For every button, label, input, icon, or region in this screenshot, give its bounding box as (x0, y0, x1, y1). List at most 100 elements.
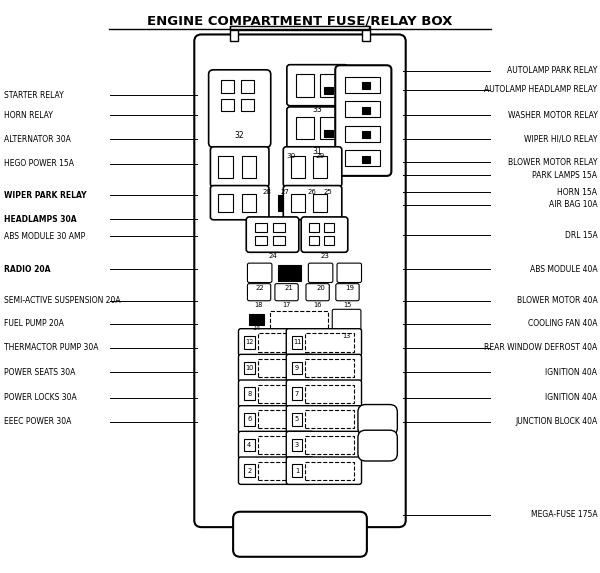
FancyBboxPatch shape (247, 263, 272, 282)
Bar (218, 156, 233, 178)
Bar (292, 413, 302, 426)
Text: 3: 3 (295, 442, 299, 448)
Bar (309, 223, 319, 232)
Bar (244, 413, 254, 426)
FancyBboxPatch shape (238, 329, 314, 356)
Bar (291, 194, 305, 213)
Bar (257, 436, 307, 454)
Bar (362, 26, 370, 41)
Bar (242, 194, 256, 213)
FancyBboxPatch shape (283, 147, 342, 187)
FancyBboxPatch shape (275, 284, 298, 301)
Bar (305, 359, 355, 377)
Bar (255, 236, 267, 245)
Bar (278, 265, 301, 281)
Bar (313, 194, 327, 213)
FancyBboxPatch shape (335, 65, 391, 176)
FancyBboxPatch shape (247, 284, 271, 301)
Text: JUNCTION BLOCK 40A: JUNCTION BLOCK 40A (515, 417, 598, 426)
Bar (325, 129, 333, 136)
Bar (218, 194, 233, 213)
Text: 28: 28 (263, 190, 272, 195)
FancyBboxPatch shape (286, 329, 362, 356)
Text: 17: 17 (282, 303, 290, 308)
Bar (292, 439, 302, 452)
Bar (324, 236, 334, 245)
FancyBboxPatch shape (246, 217, 299, 252)
Text: SEMI-ACTIVE SUSPENSION 20A: SEMI-ACTIVE SUSPENSION 20A (4, 296, 121, 305)
Bar (362, 107, 370, 113)
Bar (324, 223, 334, 232)
Text: 29: 29 (315, 154, 325, 159)
Bar (325, 88, 333, 95)
Text: ABS MODULE 30 AMP: ABS MODULE 30 AMP (4, 232, 85, 241)
FancyBboxPatch shape (211, 147, 269, 187)
Bar (362, 156, 370, 163)
Bar (305, 462, 355, 480)
Text: 25: 25 (323, 190, 332, 195)
Text: DRL 15A: DRL 15A (565, 231, 598, 240)
Bar (244, 362, 254, 374)
Text: ALTERNATOR 30A: ALTERNATOR 30A (4, 135, 71, 144)
Text: 13: 13 (343, 333, 351, 339)
Text: MEGA-FUSE 175A: MEGA-FUSE 175A (531, 510, 598, 519)
Bar (241, 80, 254, 93)
Bar (292, 387, 302, 400)
Text: BLOWER MOTOR 40A: BLOWER MOTOR 40A (517, 296, 598, 305)
Text: 19: 19 (345, 285, 354, 291)
Bar (278, 195, 290, 211)
Text: WIPER HI/LO RELAY: WIPER HI/LO RELAY (524, 135, 598, 144)
Text: IGNITION 40A: IGNITION 40A (545, 367, 598, 376)
FancyBboxPatch shape (358, 430, 397, 461)
Bar (320, 74, 338, 97)
Bar (249, 315, 263, 325)
Text: 24: 24 (268, 253, 277, 258)
FancyBboxPatch shape (238, 457, 314, 484)
FancyBboxPatch shape (238, 406, 314, 433)
FancyBboxPatch shape (238, 431, 314, 459)
Text: WIPER PARK RELAY: WIPER PARK RELAY (4, 191, 86, 200)
Bar (241, 99, 254, 111)
FancyBboxPatch shape (287, 65, 348, 106)
Text: 16: 16 (313, 303, 322, 308)
Text: 30: 30 (286, 154, 296, 159)
Bar (362, 83, 370, 89)
Text: ENGINE COMPARTMENT FUSE/RELAY BOX: ENGINE COMPARTMENT FUSE/RELAY BOX (148, 15, 452, 28)
Bar (292, 362, 302, 374)
Bar (292, 464, 302, 477)
Bar (346, 150, 380, 166)
FancyBboxPatch shape (238, 354, 314, 382)
Bar (257, 410, 307, 429)
Bar (244, 464, 254, 477)
Bar (230, 26, 369, 30)
FancyBboxPatch shape (358, 405, 397, 435)
FancyBboxPatch shape (194, 34, 406, 527)
Text: 33: 33 (313, 105, 322, 113)
FancyBboxPatch shape (286, 431, 362, 459)
Bar (346, 77, 380, 93)
Text: 8: 8 (247, 391, 251, 397)
Bar (291, 156, 305, 178)
Bar (244, 387, 254, 400)
Bar (313, 156, 327, 178)
FancyBboxPatch shape (306, 284, 329, 301)
Text: FUEL PUMP 20A: FUEL PUMP 20A (4, 319, 64, 328)
Text: COOLING FAN 40A: COOLING FAN 40A (528, 319, 598, 328)
Bar (273, 236, 285, 245)
Bar (320, 116, 338, 139)
Text: 11: 11 (293, 339, 301, 346)
Text: 12: 12 (245, 339, 253, 346)
Bar (230, 26, 238, 41)
Text: 21: 21 (284, 285, 293, 291)
Bar (244, 439, 254, 452)
Text: 31: 31 (313, 147, 322, 156)
FancyBboxPatch shape (286, 457, 362, 484)
Text: 9: 9 (295, 365, 299, 371)
FancyBboxPatch shape (286, 380, 362, 407)
Text: STARTER RELAY: STARTER RELAY (4, 91, 64, 100)
Text: 23: 23 (320, 253, 329, 258)
Bar (305, 384, 355, 403)
Text: 10: 10 (245, 365, 253, 371)
Bar (257, 359, 307, 377)
Text: 32: 32 (235, 131, 244, 140)
